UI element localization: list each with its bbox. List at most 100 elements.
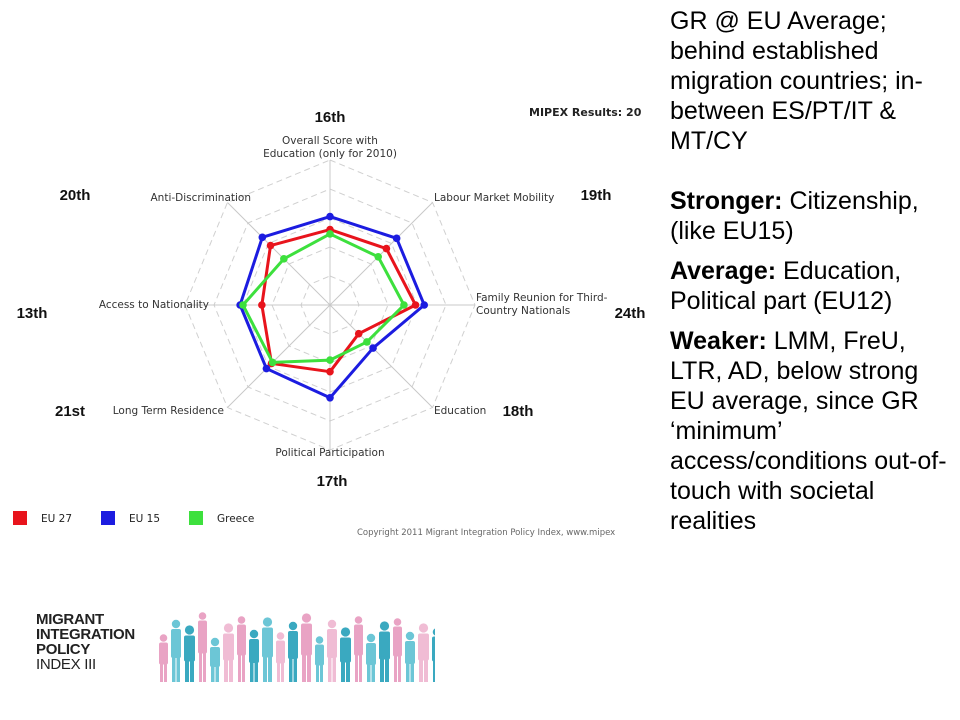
- person-figure-body: [354, 624, 363, 656]
- person-figure-leg: [215, 664, 219, 682]
- person-figure-leg: [293, 656, 297, 682]
- grid-ring: [271, 246, 389, 364]
- person-figure-leg: [359, 654, 362, 682]
- person-figure-leg: [398, 655, 401, 682]
- average-label: Average:: [670, 257, 777, 285]
- data-point: [262, 364, 271, 373]
- person-figure-body: [393, 626, 402, 657]
- weaker-paragraph: Weaker: LMM, FreU, LTR, AD, below strong…: [670, 326, 958, 536]
- person-figure-head: [315, 636, 324, 644]
- person-figure-body: [315, 644, 324, 666]
- data-point: [326, 394, 334, 402]
- person-figure-head: [237, 616, 246, 624]
- data-point: [420, 301, 429, 309]
- people-figures-illustration: [159, 612, 435, 682]
- person-figure-body: [262, 627, 273, 658]
- person-figure-body: [288, 631, 298, 659]
- data-point: [280, 255, 288, 263]
- person-figure-leg: [160, 662, 163, 682]
- person-figure-body: [366, 643, 376, 665]
- axis-spoke: [329, 304, 433, 408]
- data-point: [392, 234, 401, 243]
- person-figure-body: [237, 624, 246, 656]
- person-figure-leg: [346, 659, 350, 682]
- axis-label: Country Nationals: [476, 305, 570, 317]
- legend: EU 27 EU 15 Greece: [13, 511, 254, 525]
- person-figure-leg: [211, 664, 215, 682]
- person-figure-head: [276, 632, 285, 640]
- rank-label: 17th: [317, 473, 348, 490]
- person-figure-body: [184, 635, 195, 662]
- axis-label: Political Participation: [275, 447, 384, 459]
- data-point: [382, 244, 391, 253]
- person-figure-leg: [424, 657, 428, 682]
- person-figure-body: [432, 636, 435, 662]
- person-figure-leg: [229, 657, 233, 682]
- person-figure-body: [249, 639, 259, 663]
- average-paragraph: Average: Education, Political part (EU12…: [670, 256, 958, 316]
- person-figure-body: [159, 642, 168, 665]
- logo-line-4: INDEX III: [36, 656, 96, 673]
- person-figure-leg: [185, 658, 189, 682]
- person-figure-body: [327, 629, 337, 658]
- person-figure-head: [210, 637, 220, 647]
- data-point: [266, 241, 275, 250]
- stronger-text: Citizenship, (like EU15): [670, 187, 919, 245]
- data-point: [374, 253, 382, 261]
- person-figure-body: [405, 641, 415, 664]
- person-figure-head: [366, 633, 376, 643]
- stronger-paragraph: Stronger: Citizenship, (like EU15): [670, 186, 958, 246]
- radar-chart: MIPEX Results: 20 Overall Score withEduc…: [13, 106, 646, 538]
- person-figure-head: [249, 629, 259, 639]
- data-point: [239, 301, 247, 309]
- axis-label: Family Reunion for Third-: [476, 292, 608, 304]
- person-figure-leg: [199, 652, 202, 682]
- person-figure-leg: [367, 662, 371, 682]
- person-figure-body: [301, 623, 312, 656]
- person-figure-head: [301, 613, 312, 623]
- person-figure-leg: [385, 656, 389, 682]
- person-figure-leg: [328, 655, 332, 682]
- person-figure-leg: [410, 661, 414, 682]
- person-figure-leg: [289, 656, 293, 682]
- person-figure-leg: [176, 655, 180, 682]
- person-figure-body: [340, 637, 351, 663]
- person-figure-body: [276, 640, 285, 664]
- person-figure-leg: [172, 655, 176, 682]
- rank-label: 24th: [615, 305, 646, 322]
- person-figure-head: [171, 619, 181, 629]
- person-figure-head: [340, 627, 351, 637]
- person-figure-leg: [268, 655, 272, 682]
- person-figure-leg: [164, 662, 167, 682]
- weaker-label: Weaker:: [670, 327, 767, 355]
- series-layer: [236, 212, 429, 402]
- person-figure-leg: [302, 653, 306, 682]
- axis-label: Anti-Discrimination: [151, 192, 252, 204]
- axis-label: Access to Nationality: [99, 299, 209, 311]
- data-point: [411, 301, 420, 309]
- legend-swatch: [13, 511, 27, 525]
- legend-swatch: [189, 511, 203, 525]
- person-figure-leg: [190, 658, 194, 682]
- person-figure-leg: [355, 654, 358, 682]
- person-figure-leg: [263, 655, 267, 682]
- rank-label: 20th: [60, 187, 91, 204]
- chart-title: MIPEX Results: 20: [529, 106, 642, 119]
- data-point: [363, 338, 371, 346]
- person-figure-leg: [281, 661, 284, 682]
- person-figure-leg: [380, 656, 384, 682]
- person-figure-head: [432, 628, 435, 636]
- logo-line-3: POLICY: [36, 641, 91, 658]
- person-figure-head: [393, 618, 402, 626]
- person-figure-leg: [419, 657, 423, 682]
- person-figure-leg: [203, 652, 206, 682]
- rank-label: 16th: [315, 109, 346, 126]
- person-figure-body: [418, 633, 429, 661]
- person-figure-head: [405, 631, 415, 641]
- axis-spoke: [329, 202, 433, 306]
- data-point: [326, 367, 334, 376]
- person-figure-leg: [238, 654, 241, 682]
- logo-line-1: MIGRANT: [36, 611, 104, 628]
- person-figure-leg: [332, 655, 336, 682]
- person-figure-head: [379, 621, 390, 631]
